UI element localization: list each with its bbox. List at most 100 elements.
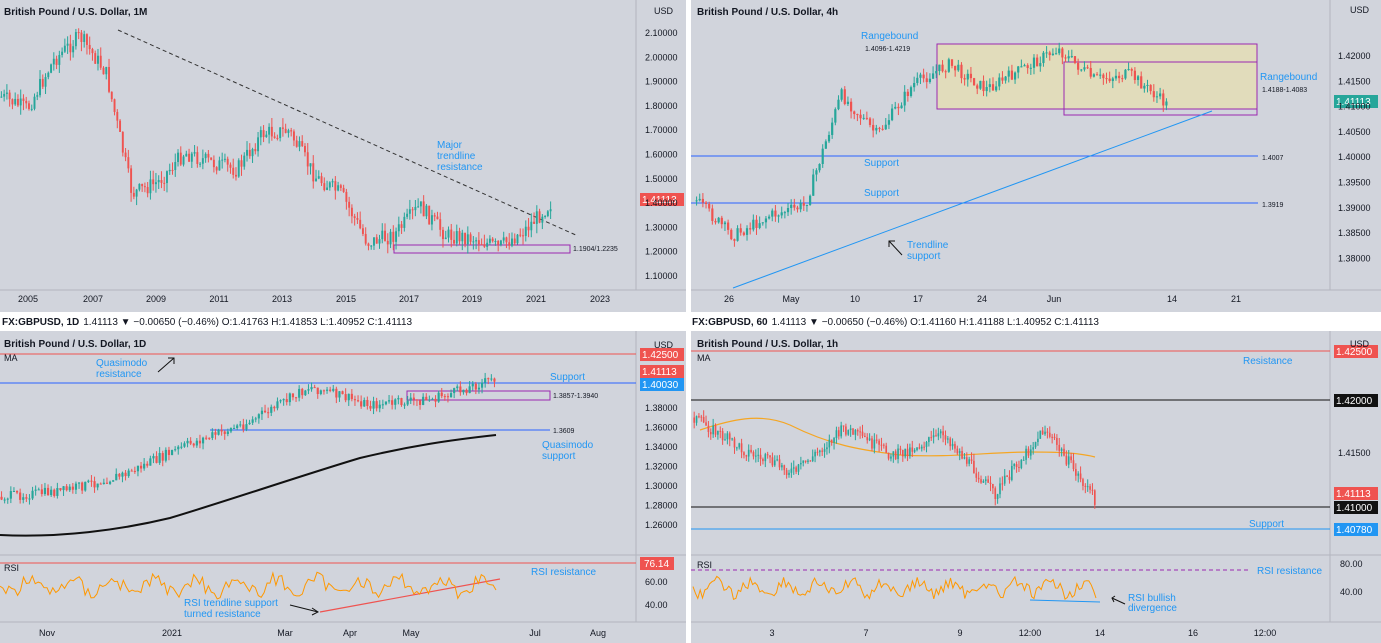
p3-candle bbox=[170, 450, 174, 455]
p4-candle bbox=[745, 455, 748, 457]
p1-candle bbox=[508, 242, 511, 246]
p2-support2-value: 1.3919 bbox=[1262, 202, 1284, 209]
p2-candle bbox=[827, 134, 831, 142]
p1-x-tick: 2019 bbox=[462, 294, 482, 304]
axis-labels: 2.10000 2.00000 1.90000 1.80000 1.70000 1.600… bbox=[18, 28, 1371, 638]
p1-candle bbox=[97, 55, 99, 64]
p3-candle bbox=[127, 470, 130, 477]
p2-candle bbox=[1118, 75, 1121, 79]
p1-candle bbox=[110, 91, 113, 100]
p4-candle bbox=[702, 417, 705, 423]
p2-x-tick: Jun bbox=[1047, 294, 1062, 304]
p1-candle bbox=[94, 53, 97, 64]
p3-y-tick: 1.30000 bbox=[645, 481, 678, 491]
p4-candle bbox=[1086, 486, 1089, 488]
p2-candle bbox=[1143, 85, 1146, 89]
p2-candle bbox=[742, 232, 745, 235]
p1-candle bbox=[450, 229, 453, 240]
p1-candle bbox=[69, 43, 72, 53]
p4-candle bbox=[994, 488, 997, 500]
p3-candle bbox=[477, 387, 481, 390]
p4-candle bbox=[757, 454, 760, 456]
p3-candle bbox=[372, 401, 375, 409]
p3-candle bbox=[139, 465, 143, 469]
p3-y-tick: 1.28000 bbox=[645, 501, 678, 511]
p1-candle bbox=[108, 66, 110, 92]
p2-candle bbox=[708, 203, 711, 209]
p2-range1-value: 1.4096-1.4219 bbox=[865, 46, 910, 53]
p4-header: FX:GBPUSD, 60 1.41113 ▼ −0.00650 (−0.46%)… bbox=[692, 317, 1099, 328]
p3-candle bbox=[443, 396, 446, 398]
p1-candle bbox=[52, 58, 55, 65]
p4-candle bbox=[740, 443, 743, 453]
p1-candle bbox=[533, 221, 536, 224]
p1-candle bbox=[317, 176, 320, 179]
p3-symbol: FX:GBPUSD, 1D bbox=[2, 317, 79, 328]
p3-qm-sup-label-2: support bbox=[542, 451, 576, 462]
p3-candle bbox=[298, 388, 301, 398]
p2-candle bbox=[786, 208, 790, 213]
p4-candle bbox=[804, 460, 807, 463]
p4-candle bbox=[698, 416, 700, 418]
p4-y-tick: 1.41500 bbox=[1338, 448, 1371, 458]
p4-candle bbox=[1020, 459, 1023, 468]
p3-candle bbox=[180, 446, 183, 448]
p2-candle bbox=[805, 204, 809, 206]
p1-x-tick: 2021 bbox=[526, 294, 546, 304]
panel2-candles bbox=[695, 42, 1168, 247]
p3-header: FX:GBPUSD, 1D 1.41113 ▼ −0.00650 (−0.46%)… bbox=[2, 317, 413, 328]
p1-candle bbox=[373, 237, 375, 246]
p3-x-tick: Nov bbox=[39, 628, 56, 638]
p3-candle bbox=[322, 390, 326, 392]
p3-candle bbox=[440, 392, 443, 397]
p1-candle bbox=[166, 171, 168, 184]
p2-candle bbox=[1073, 56, 1077, 63]
p1-candle bbox=[259, 130, 262, 138]
p3-candle bbox=[294, 397, 298, 399]
p1-candle bbox=[218, 160, 221, 171]
p3-candle bbox=[6, 498, 9, 500]
p2-candle bbox=[919, 74, 922, 78]
p3-candle bbox=[99, 483, 102, 485]
p3-candle bbox=[434, 398, 437, 402]
arrow-rsi-trendline bbox=[289, 604, 319, 613]
p3-candle bbox=[12, 490, 16, 492]
p3-candle bbox=[329, 389, 332, 391]
p1-candle bbox=[389, 231, 392, 245]
p2-candle bbox=[868, 118, 872, 125]
p3-candle bbox=[211, 432, 214, 438]
p1-candle bbox=[55, 58, 58, 65]
p3-y-tick: 1.34000 bbox=[645, 442, 678, 452]
p4-candle bbox=[887, 452, 890, 459]
p1-candle bbox=[480, 244, 483, 246]
p4-candle bbox=[750, 449, 752, 453]
p4-candle bbox=[736, 447, 738, 449]
p2-candle bbox=[749, 228, 752, 230]
p1-candle bbox=[403, 216, 406, 228]
p3-support-label: Support bbox=[550, 372, 585, 383]
p3-candle bbox=[40, 489, 43, 495]
p2-candle bbox=[808, 195, 812, 205]
p2-candle bbox=[783, 212, 786, 214]
p1-candle bbox=[168, 169, 171, 172]
arrowhead-rsi-trendline bbox=[311, 607, 319, 616]
p4-candle bbox=[875, 439, 878, 441]
p4-candle bbox=[890, 456, 892, 459]
p2-candle bbox=[890, 108, 894, 121]
p1-x-tick: 2015 bbox=[336, 294, 356, 304]
p2-candle bbox=[972, 78, 976, 86]
p1-candle bbox=[254, 149, 257, 152]
p2-candle bbox=[799, 203, 802, 210]
p1-candle bbox=[425, 205, 428, 217]
p1-y-tick: 1.60000 bbox=[645, 150, 678, 160]
p1-candle bbox=[433, 215, 436, 217]
p1-candle bbox=[384, 230, 386, 241]
p3-candle bbox=[152, 456, 155, 459]
p1-candle bbox=[61, 51, 64, 55]
p3-candle bbox=[229, 428, 233, 432]
p2-candle bbox=[771, 210, 774, 217]
p1-candle bbox=[66, 43, 69, 46]
p2-candle bbox=[736, 228, 739, 241]
p4-x-tick: 7 bbox=[863, 628, 868, 638]
p1-candle bbox=[304, 146, 306, 153]
